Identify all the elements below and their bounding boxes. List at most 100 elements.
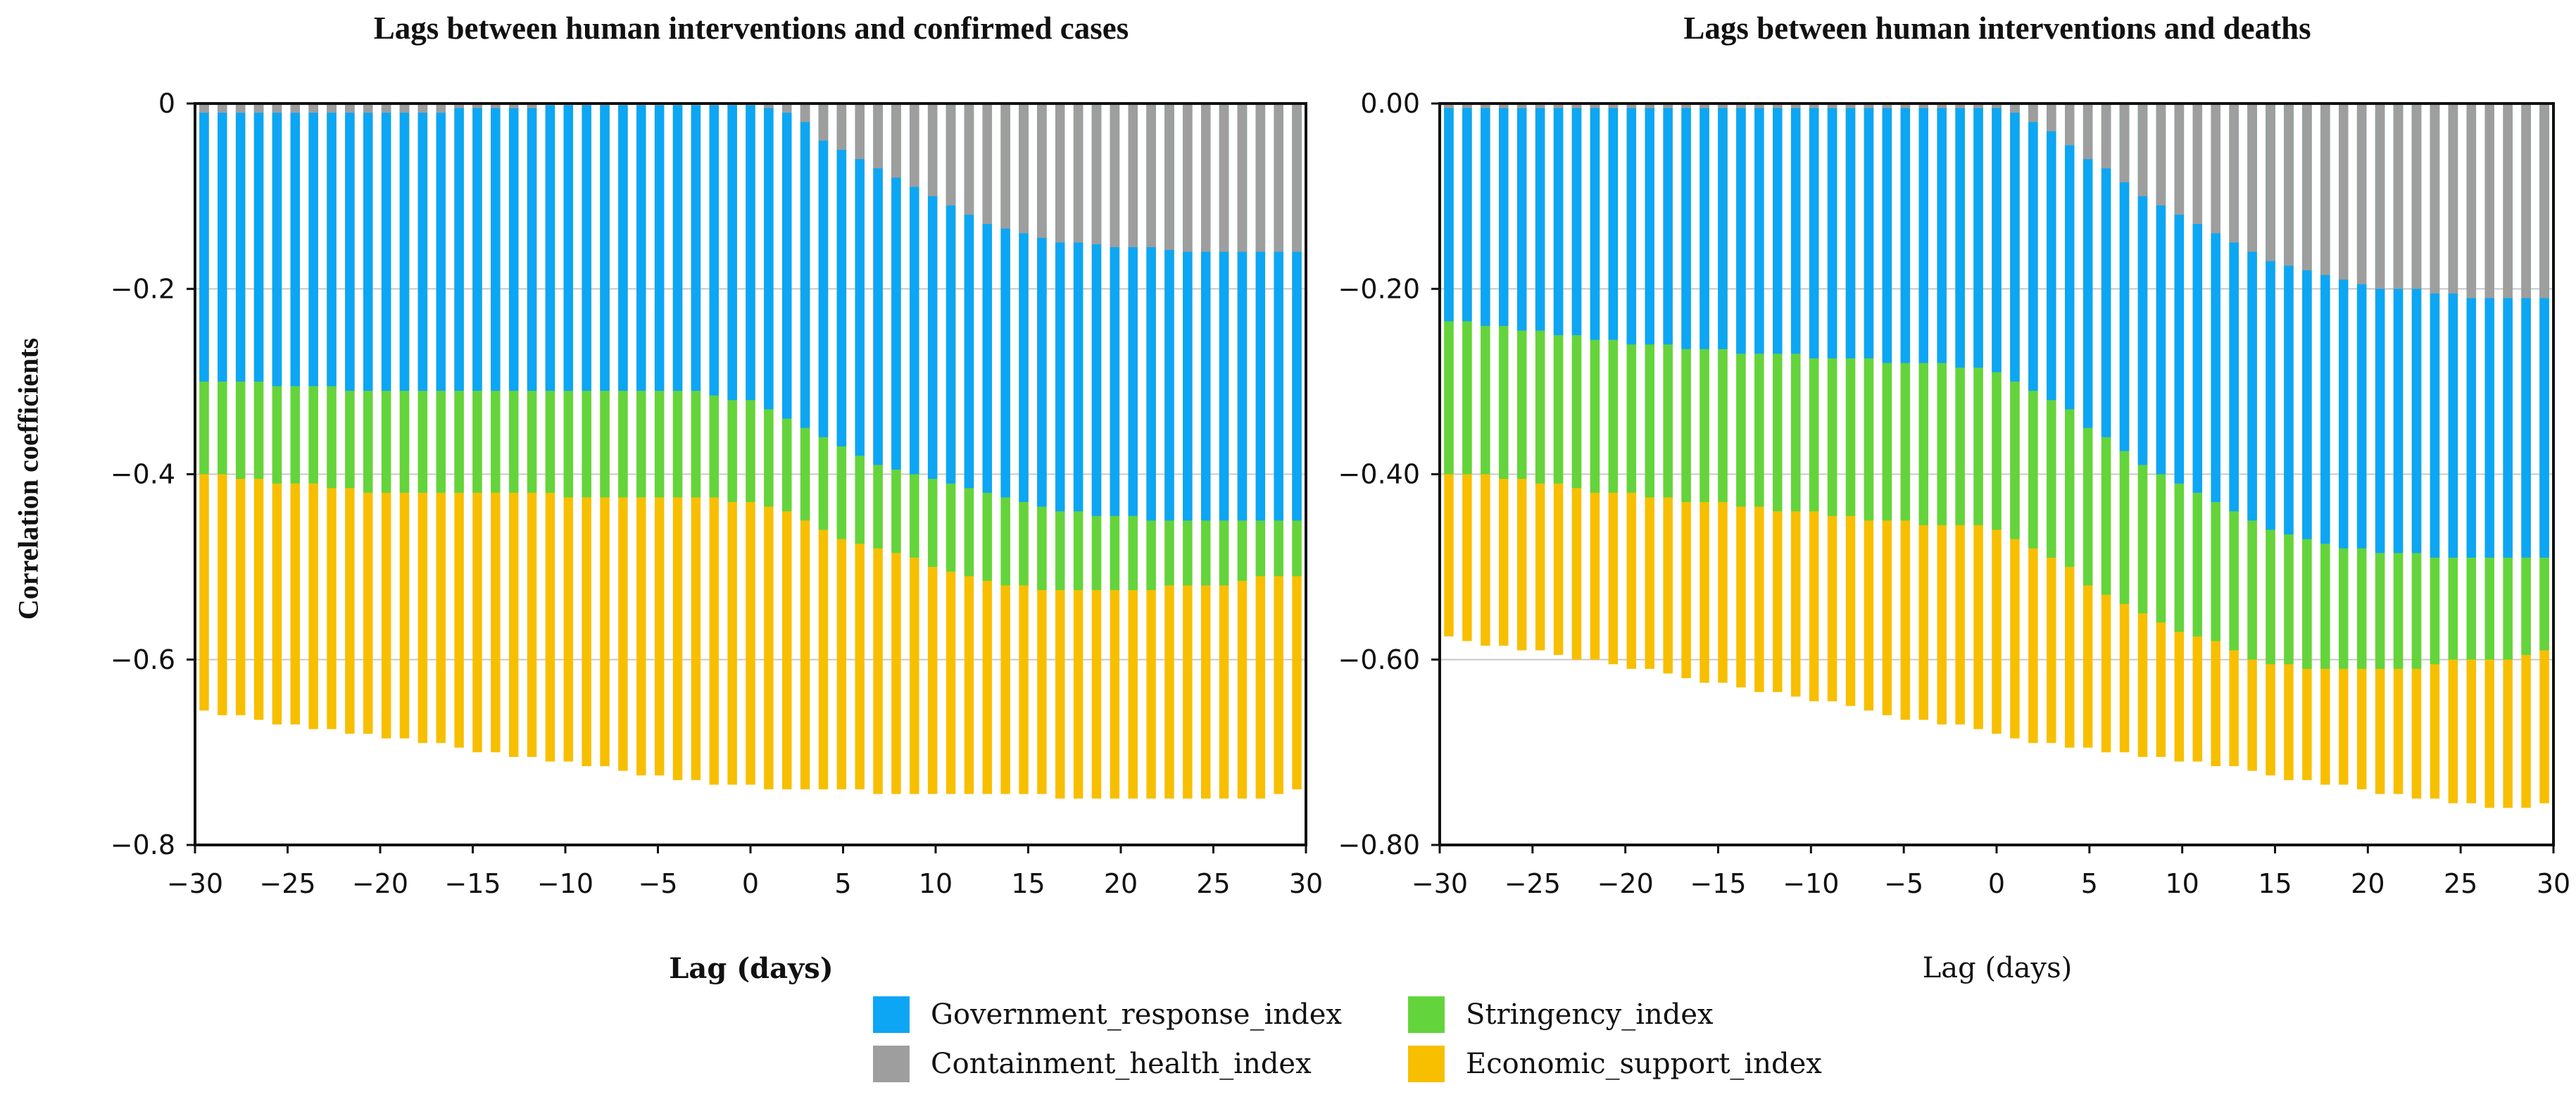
bar-government-response-index bbox=[436, 104, 446, 391]
bar-government-response-index bbox=[1809, 104, 1819, 358]
bar-containment-health-index bbox=[2302, 104, 2312, 270]
bar-containment-health-index bbox=[436, 104, 446, 113]
bar-government-response-index bbox=[253, 104, 264, 382]
bar-containment-health-index bbox=[891, 104, 901, 178]
y-tick-label: 0 bbox=[158, 88, 175, 119]
x-tick-label: −30 bbox=[167, 868, 223, 899]
bar-containment-health-index bbox=[1973, 104, 1983, 108]
bar-containment-health-index bbox=[2229, 104, 2239, 243]
bar-government-response-index bbox=[818, 104, 829, 437]
bar-government-response-index bbox=[654, 104, 665, 391]
x-tick-label: −30 bbox=[1412, 868, 1468, 899]
bar-government-response-index bbox=[2119, 104, 2130, 451]
bar-containment-health-index bbox=[1645, 104, 1654, 108]
bar-government-response-index bbox=[472, 104, 482, 391]
bar-containment-health-index bbox=[1626, 104, 1637, 108]
bar-containment-health-index bbox=[235, 104, 246, 113]
bar-containment-health-index bbox=[472, 104, 482, 108]
x-tick-label: −10 bbox=[1783, 868, 1839, 899]
bar-containment-health-index bbox=[1790, 104, 1801, 108]
bar-government-response-index bbox=[199, 104, 209, 382]
panel-confirmed-cases: 0 −0.2 −0.4 −0.6 −0.8 −30 −25 −20 −15 −10 −5 0 5 10 15… bbox=[111, 88, 1323, 899]
bar-containment-health-index bbox=[2411, 104, 2422, 289]
bar-government-response-index bbox=[1535, 104, 1545, 331]
x-tick-label: −25 bbox=[1504, 868, 1561, 899]
bar-government-response-index bbox=[345, 104, 355, 391]
bar-containment-health-index bbox=[2539, 104, 2549, 299]
bar-government-response-index bbox=[1571, 104, 1582, 336]
x-tick-label: 30 bbox=[1289, 868, 1323, 899]
bar-containment-health-index bbox=[2503, 104, 2513, 299]
x-tick-label: −5 bbox=[1884, 868, 1923, 899]
bar-containment-health-index bbox=[1699, 104, 1709, 108]
bar-government-response-index bbox=[545, 104, 555, 391]
x-tick-label: 5 bbox=[834, 868, 851, 899]
bar-containment-health-index bbox=[491, 104, 501, 108]
x-tick-label: 20 bbox=[1104, 868, 1138, 899]
bar-containment-health-index bbox=[1663, 104, 1673, 108]
bar-containment-health-index bbox=[1219, 104, 1229, 252]
bar-containment-health-index bbox=[1681, 104, 1691, 108]
x-tick-label: 0 bbox=[1988, 868, 2005, 899]
bar-containment-health-index bbox=[2047, 104, 2056, 132]
bar-government-response-index bbox=[927, 104, 938, 480]
bar-government-response-index bbox=[873, 104, 883, 465]
bar-containment-health-index bbox=[2375, 104, 2385, 289]
bar-government-response-index bbox=[910, 104, 919, 475]
legend-item-stringency: Stringency_index bbox=[1408, 996, 1714, 1033]
legend-swatch-stringency bbox=[1408, 996, 1445, 1033]
x-tick-label: −10 bbox=[537, 868, 593, 899]
bar-containment-health-index bbox=[1073, 104, 1083, 243]
x-axis-label-confirmed-cases: Lag (days) bbox=[669, 952, 834, 985]
bar-containment-health-index bbox=[1955, 104, 1965, 108]
bar-containment-health-index bbox=[1481, 104, 1490, 108]
bar-containment-health-index bbox=[327, 104, 337, 113]
bar-government-response-index bbox=[1937, 104, 1947, 363]
bar-containment-health-index bbox=[527, 104, 537, 108]
bar-government-response-index bbox=[1845, 104, 1856, 358]
bar-containment-health-index bbox=[399, 104, 410, 113]
bar-containment-health-index bbox=[218, 104, 227, 113]
bar-containment-health-index bbox=[2284, 104, 2294, 266]
bar-containment-health-index bbox=[253, 104, 264, 113]
legend-label-economic-support: Economic_support_index bbox=[1466, 1048, 1822, 1080]
bar-government-response-index bbox=[1718, 104, 1728, 349]
bar-containment-health-index bbox=[1571, 104, 1582, 108]
bar-containment-health-index bbox=[2082, 104, 2093, 159]
bar-government-response-index bbox=[1736, 104, 1746, 354]
bar-containment-health-index bbox=[2137, 104, 2148, 196]
bar-containment-health-index bbox=[1274, 104, 1283, 252]
bar-containment-health-index bbox=[2484, 104, 2494, 299]
bar-containment-health-index bbox=[2119, 104, 2130, 182]
bar-containment-health-index bbox=[1535, 104, 1545, 108]
bar-government-response-index bbox=[327, 104, 337, 387]
bar-government-response-index bbox=[1553, 104, 1564, 336]
bar-containment-health-index bbox=[381, 104, 391, 113]
x-tick-label: −15 bbox=[444, 868, 501, 899]
bar-government-response-index bbox=[1900, 104, 1911, 363]
bar-containment-health-index bbox=[290, 104, 301, 113]
bar-containment-health-index bbox=[308, 104, 318, 113]
bar-containment-health-index bbox=[508, 104, 519, 108]
bar-government-response-index bbox=[672, 104, 683, 391]
bar-government-response-index bbox=[563, 104, 574, 391]
bar-government-response-index bbox=[1882, 104, 1892, 363]
x-tick-label: 15 bbox=[2258, 868, 2292, 899]
bar-government-response-index bbox=[363, 104, 373, 391]
bar-government-response-index bbox=[764, 104, 774, 410]
x-axis-label-deaths: Lag (days) bbox=[1922, 952, 2073, 984]
bar-government-response-index bbox=[2028, 104, 2038, 391]
bar-containment-health-index bbox=[1736, 104, 1746, 108]
bar-government-response-index bbox=[399, 104, 410, 391]
bar-containment-health-index bbox=[1499, 104, 1509, 108]
bar-government-response-index bbox=[1827, 104, 1837, 358]
y-tick-label: −0.20 bbox=[1338, 273, 1420, 304]
bar-government-response-index bbox=[508, 104, 519, 391]
legend-swatch-government-response bbox=[873, 996, 910, 1033]
bar-containment-health-index bbox=[1444, 104, 1454, 108]
bar-containment-health-index bbox=[764, 104, 774, 108]
bar-government-response-index bbox=[2064, 104, 2075, 410]
bar-containment-health-index bbox=[2211, 104, 2220, 234]
bar-containment-health-index bbox=[2010, 104, 2020, 113]
bar-containment-health-index bbox=[1164, 104, 1174, 250]
